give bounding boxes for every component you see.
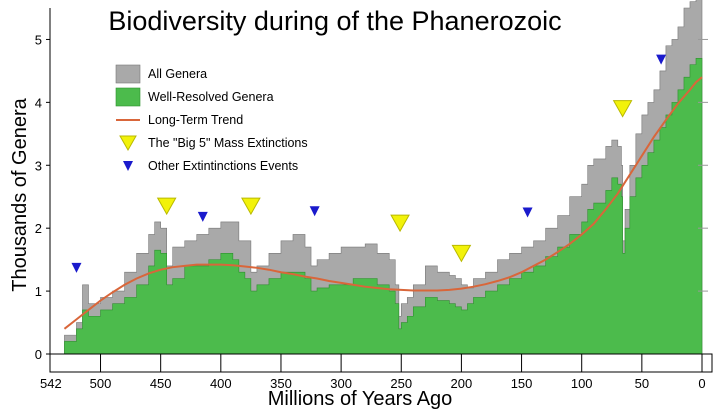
legend-label-all: All Genera <box>148 67 207 81</box>
y-tick-label: 3 <box>35 158 42 173</box>
x-tick-label: 150 <box>511 376 533 391</box>
series-layer <box>50 0 703 355</box>
y-tick-label: 1 <box>35 284 42 299</box>
x-tick-label: 200 <box>451 376 473 391</box>
y-axis-title: Thousands of Genera <box>9 97 31 291</box>
legend-label-trend: Long-Term Trend <box>148 113 243 127</box>
y-tick-label: 2 <box>35 221 42 236</box>
legend-label-big5: The "Big 5" Mass Extinctions <box>148 136 308 150</box>
x-tick-label: 542 <box>40 376 62 391</box>
x-axis-band <box>49 353 713 373</box>
x-tick-label: 450 <box>150 376 172 391</box>
legend-label-resolved: Well-Resolved Genera <box>148 90 274 104</box>
legend-swatch-resolved <box>115 87 141 107</box>
y-tick-label: 5 <box>35 32 42 47</box>
other-extinction-marker <box>197 211 208 222</box>
big5-marker <box>451 244 472 263</box>
legend-label-other: Other Extintinctions Events <box>148 159 298 173</box>
big5-marker <box>390 214 410 233</box>
big5-marker <box>241 197 261 216</box>
extinction-markers <box>71 54 667 273</box>
chart-title: Biodiversity during of the Phanerozoic <box>108 6 561 36</box>
trend-line <box>63 76 703 330</box>
x-tick-label: 350 <box>270 376 292 391</box>
x-tick-label: 300 <box>330 376 352 391</box>
other-extinction-marker <box>656 54 667 65</box>
x-axis-title: Millions of Years Ago <box>268 388 453 410</box>
x-tick-label: 100 <box>571 376 593 391</box>
y-tick-label: 4 <box>35 95 42 110</box>
legend-swatch-big5 <box>119 135 137 152</box>
legend-swatch-all <box>115 64 141 84</box>
x-tick-label: 400 <box>210 376 232 391</box>
other-extinction-marker <box>71 262 82 273</box>
x-tick-label: 250 <box>390 376 412 391</box>
other-extinction-marker <box>522 207 533 218</box>
big5-marker <box>156 197 177 216</box>
right-axis-ticks <box>698 38 708 292</box>
y-tick-label: 0 <box>35 347 42 362</box>
x-tick-label: 50 <box>635 376 649 391</box>
area-resolved <box>50 58 703 355</box>
legend-swatch-other <box>123 161 133 171</box>
big5-marker <box>612 100 633 118</box>
legend: All Genera Well-Resolved Genera Long-Term … <box>115 64 308 173</box>
x-tick-label: 0 <box>698 376 705 391</box>
other-extinction-marker <box>309 206 320 217</box>
x-tick-label: 500 <box>90 376 112 391</box>
